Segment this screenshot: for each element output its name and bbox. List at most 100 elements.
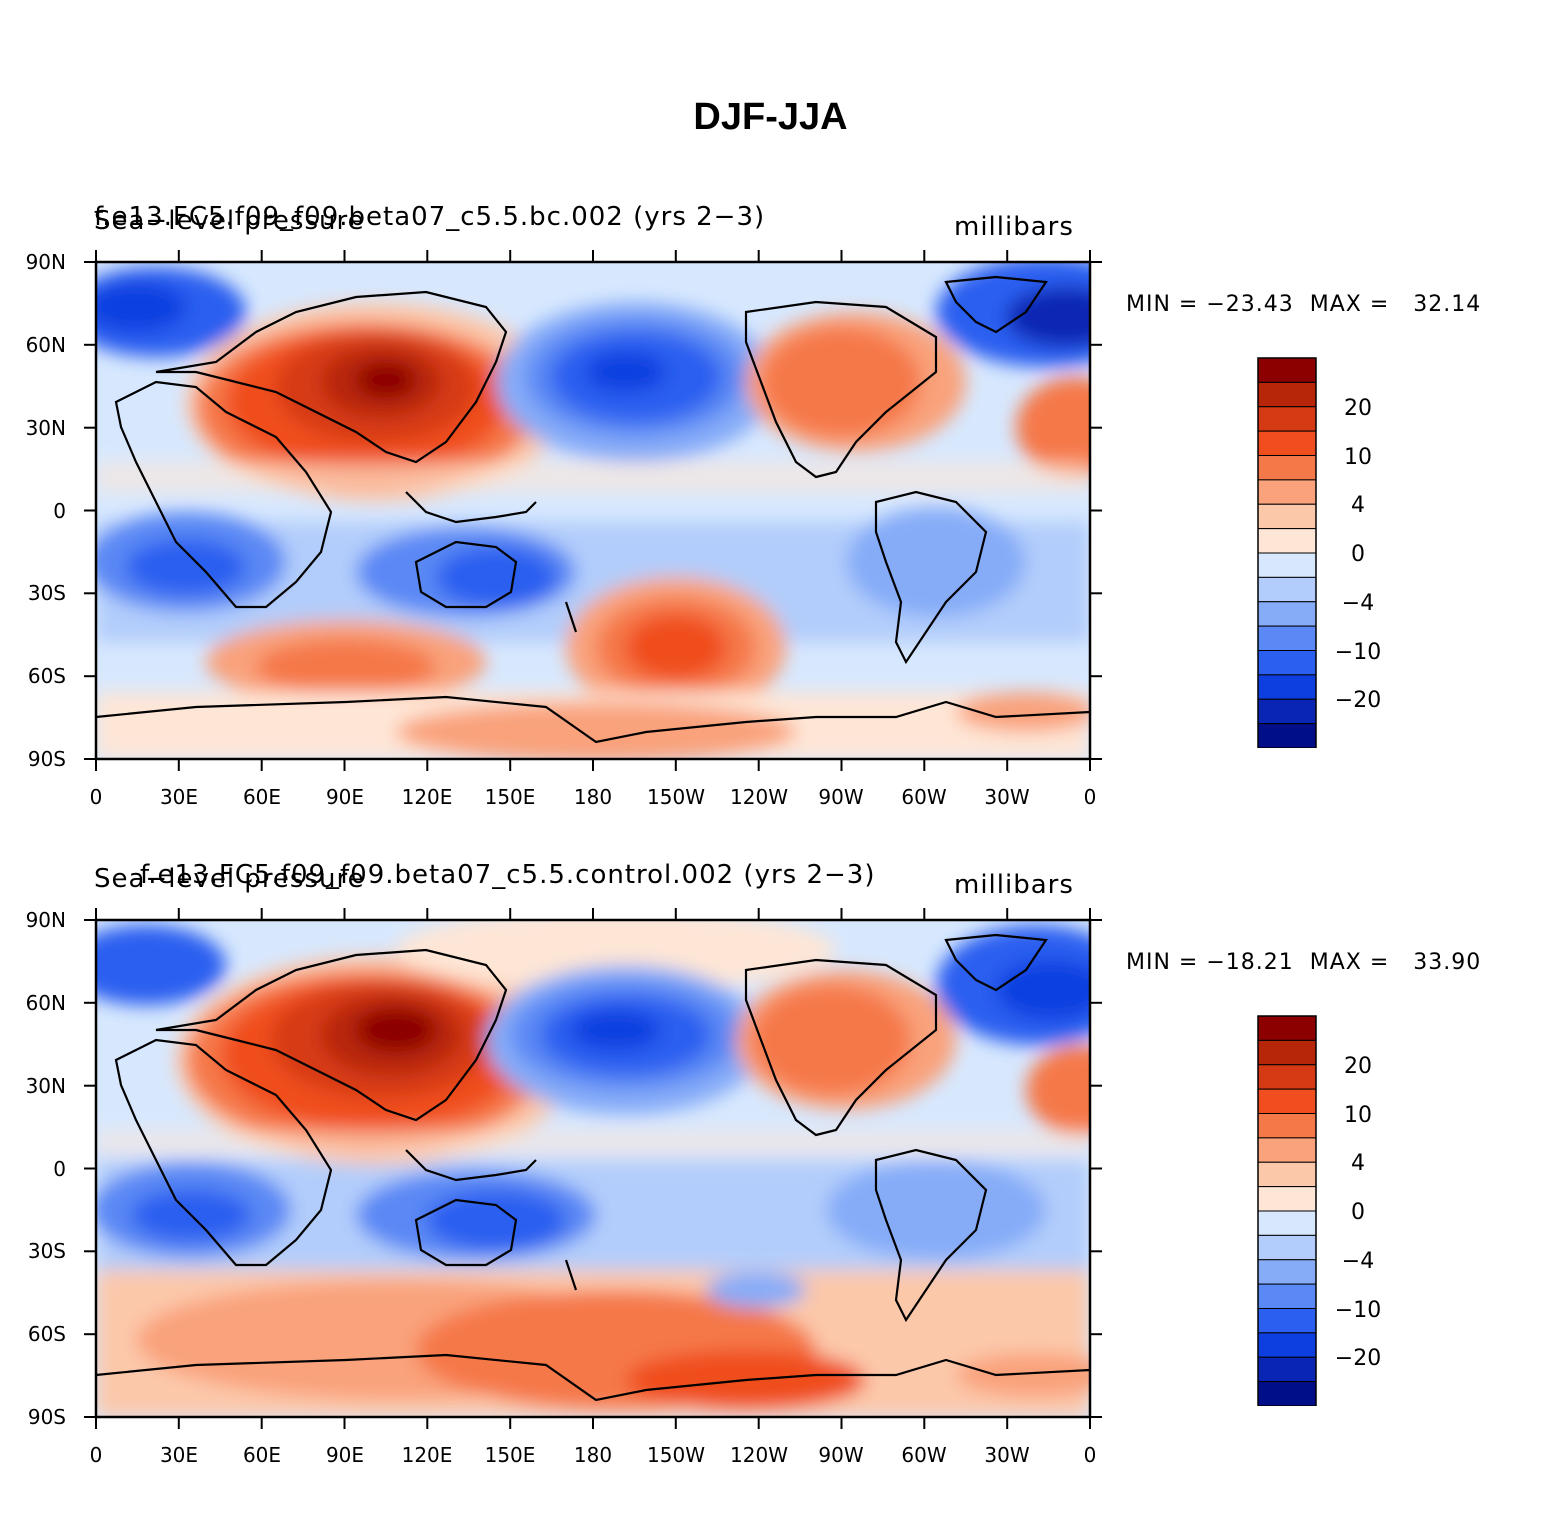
colorbar-label: −20 [1335, 688, 1381, 713]
lat-label: 30S [28, 1239, 66, 1263]
colorbar-box [1257, 1259, 1317, 1285]
lon-label: 180 [574, 785, 612, 809]
axis-ticks [84, 250, 1102, 771]
minmax-label: MIN = −23.43 MAX = 32.14 [1126, 292, 1482, 317]
lon-axis: 0 30E 60E 90E 120E 150E 180 150W 120W 90… [90, 1443, 1097, 1467]
slp-map [84, 250, 1102, 771]
colorbar-label: 0 [1351, 542, 1365, 567]
lat-label: 0 [53, 499, 66, 523]
lon-label: 30E [160, 1443, 198, 1467]
coastlines [95, 275, 1091, 744]
panel-bottom: Sea−level pressure f.e13.FC5.f09_f09.bet… [0, 854, 1541, 1514]
colorbar-box [1257, 455, 1317, 481]
lon-label: 30E [160, 785, 198, 809]
colorbar-box [1257, 650, 1317, 676]
lon-label: 0 [90, 1443, 103, 1467]
colorbar-label: 10 [1344, 445, 1372, 470]
lon-label: 30W [984, 1443, 1029, 1467]
main-title: DJF-JJA [693, 96, 848, 138]
case-label: f.e13.FC5.f09_f09.beta07_c5.5.control.00… [140, 860, 876, 890]
colorbar-box [1257, 552, 1317, 578]
colorbar-boxes [1257, 1015, 1317, 1406]
colorbar-box [1257, 698, 1317, 725]
variable-label: Sea−level pressure [94, 206, 365, 236]
colorbar-label: 20 [1344, 396, 1372, 421]
panel-top: Sea−level pressure f.e13.FC5.f09_f09.bet… [0, 196, 1541, 856]
lat-axis: 90N 60N 30N 0 30S 60S 90S [26, 250, 66, 771]
lat-label: 0 [53, 1157, 66, 1181]
lon-label: 120E [402, 785, 453, 809]
colorbar: 20 10 4 0 −4 −10 −20 [1257, 357, 1381, 748]
lon-label: 120W [730, 785, 788, 809]
slp-map [84, 908, 1102, 1429]
lon-label: 90W [818, 785, 863, 809]
colorbar-box [1257, 381, 1317, 408]
lon-label: 90W [818, 1443, 863, 1467]
lat-label: 90S [28, 1405, 66, 1429]
lon-label: 0 [90, 785, 103, 809]
lat-axis: 90N 60N 30N 0 30S 60S 90S [26, 908, 66, 1429]
lat-label: 30S [28, 581, 66, 605]
lat-label: 90N [26, 908, 66, 932]
colorbar-box [1257, 1015, 1317, 1041]
lon-label: 120W [730, 1443, 788, 1467]
lat-label: 90N [26, 250, 66, 274]
lat-label: 60S [28, 664, 66, 688]
lon-label: 150E [485, 785, 536, 809]
colorbar-box [1257, 723, 1317, 748]
lat-label: 60N [26, 333, 66, 357]
lon-label: 90E [326, 785, 364, 809]
colorbar-box [1257, 625, 1317, 651]
lon-label: 0 [1084, 1443, 1097, 1467]
colorbar-boxes [1257, 357, 1317, 748]
axis-ticks [84, 908, 1102, 1429]
colorbar-box [1257, 1283, 1317, 1309]
lon-label: 60E [243, 785, 281, 809]
colorbar-box [1257, 601, 1317, 627]
colorbar-box [1257, 1332, 1317, 1358]
variable-label: Sea−level pressure [94, 864, 365, 894]
contour-field [96, 920, 1090, 1417]
minmax-label: MIN = −18.21 MAX = 33.90 [1126, 950, 1482, 975]
colorbar-box [1257, 1088, 1317, 1114]
colorbar-label: −10 [1335, 640, 1381, 665]
lon-label: 180 [574, 1443, 612, 1467]
colorbar-box [1257, 479, 1317, 505]
colorbar-label: 10 [1344, 1103, 1372, 1128]
colorbar-box [1257, 1234, 1317, 1261]
lat-label: 60N [26, 991, 66, 1015]
colorbar-label: 20 [1344, 1054, 1372, 1079]
coastlines [95, 933, 1091, 1402]
case-label: f.e13.FC5.f09_f09.beta07_c5.5.bc.002 (yr… [94, 202, 766, 232]
colorbar-label: −4 [1342, 591, 1374, 616]
colorbar-box [1257, 1161, 1317, 1188]
colorbar-box [1257, 1064, 1317, 1090]
lat-label: 90S [28, 747, 66, 771]
lon-label: 0 [1084, 785, 1097, 809]
lon-label: 60W [901, 785, 946, 809]
colorbar: 20 10 4 0 −4 −10 −20 [1257, 1015, 1381, 1406]
colorbar-box [1257, 1210, 1317, 1236]
colorbar-box [1257, 503, 1317, 530]
units-label: millibars [954, 870, 1074, 900]
lat-label: 30N [26, 416, 66, 440]
colorbar-label: −10 [1335, 1298, 1381, 1323]
lon-label: 60E [243, 1443, 281, 1467]
colorbar-box [1257, 674, 1317, 700]
lon-label: 90E [326, 1443, 364, 1467]
colorbar-box [1257, 1113, 1317, 1139]
lat-label: 30N [26, 1074, 66, 1098]
colorbar-label: 0 [1351, 1200, 1365, 1225]
colorbar-box [1257, 528, 1317, 554]
colorbar-box [1257, 430, 1317, 456]
contour-field [96, 262, 1090, 759]
lon-label: 120E [402, 1443, 453, 1467]
lat-label: 60S [28, 1322, 66, 1346]
colorbar-box [1257, 1308, 1317, 1334]
colorbar-box [1257, 1381, 1317, 1406]
lon-label: 60W [901, 1443, 946, 1467]
colorbar-box [1257, 1186, 1317, 1212]
colorbar-box [1257, 1356, 1317, 1383]
lon-axis: 0 30E 60E 90E 120E 150E 180 150W 120W 90… [90, 785, 1097, 809]
lon-label: 150W [647, 785, 705, 809]
